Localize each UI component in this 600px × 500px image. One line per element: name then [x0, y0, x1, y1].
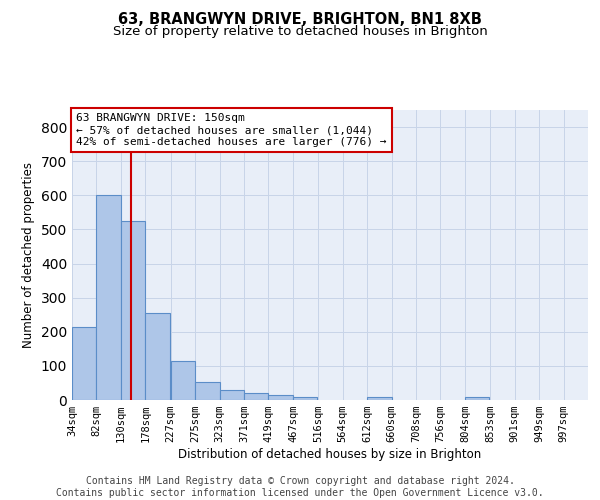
Bar [145, 313, 170, 400]
Text: Size of property relative to detached houses in Brighton: Size of property relative to detached ho… [113, 25, 487, 38]
Y-axis label: Number of detached properties: Number of detached properties [22, 162, 35, 348]
Text: 63, BRANGWYN DRIVE, BRIGHTON, BN1 8XB: 63, BRANGWYN DRIVE, BRIGHTON, BN1 8XB [118, 12, 482, 28]
Bar [195, 382, 220, 400]
Bar [268, 395, 293, 400]
Bar [170, 361, 195, 400]
Bar [293, 396, 317, 400]
Bar [97, 196, 121, 400]
Bar [367, 396, 392, 400]
Bar [121, 221, 145, 400]
Text: 63 BRANGWYN DRIVE: 150sqm
← 57% of detached houses are smaller (1,044)
42% of se: 63 BRANGWYN DRIVE: 150sqm ← 57% of detac… [76, 114, 386, 146]
Bar [72, 326, 97, 400]
X-axis label: Distribution of detached houses by size in Brighton: Distribution of detached houses by size … [178, 448, 482, 461]
Bar [220, 390, 244, 400]
Text: Contains HM Land Registry data © Crown copyright and database right 2024.
Contai: Contains HM Land Registry data © Crown c… [56, 476, 544, 498]
Bar [244, 393, 268, 400]
Bar [465, 398, 490, 400]
